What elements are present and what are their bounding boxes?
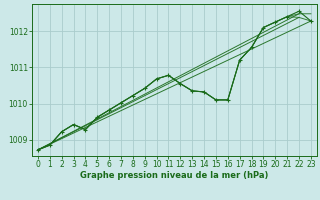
X-axis label: Graphe pression niveau de la mer (hPa): Graphe pression niveau de la mer (hPa): [80, 171, 268, 180]
